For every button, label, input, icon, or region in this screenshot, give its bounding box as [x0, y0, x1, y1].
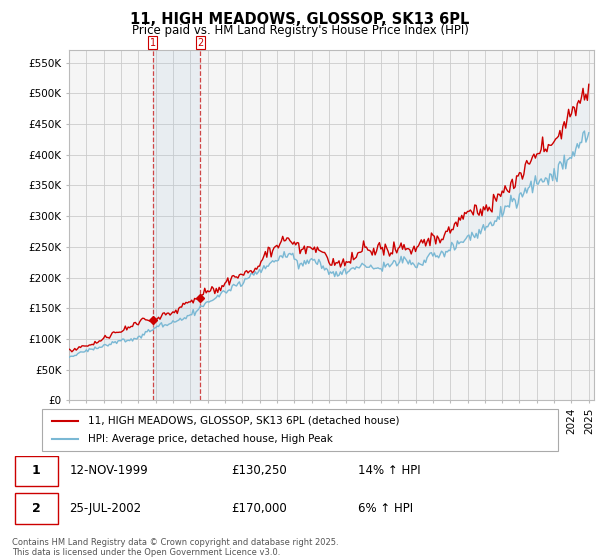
- Text: £130,250: £130,250: [231, 464, 287, 477]
- Text: £170,000: £170,000: [231, 502, 287, 515]
- Bar: [153, 50, 200, 400]
- Text: 11, HIGH MEADOWS, GLOSSOP, SK13 6PL: 11, HIGH MEADOWS, GLOSSOP, SK13 6PL: [130, 12, 470, 27]
- Text: 1: 1: [149, 38, 156, 48]
- Text: Price paid vs. HM Land Registry's House Price Index (HPI): Price paid vs. HM Land Registry's House …: [131, 24, 469, 36]
- FancyBboxPatch shape: [15, 493, 58, 524]
- FancyBboxPatch shape: [15, 456, 58, 486]
- Text: 2: 2: [197, 38, 203, 48]
- Text: HPI: Average price, detached house, High Peak: HPI: Average price, detached house, High…: [88, 434, 334, 444]
- Text: 2: 2: [32, 502, 41, 515]
- Text: 25-JUL-2002: 25-JUL-2002: [70, 502, 142, 515]
- Text: 6% ↑ HPI: 6% ↑ HPI: [358, 502, 413, 515]
- Text: 11, HIGH MEADOWS, GLOSSOP, SK13 6PL (detached house): 11, HIGH MEADOWS, GLOSSOP, SK13 6PL (det…: [88, 416, 400, 426]
- Text: 12-NOV-1999: 12-NOV-1999: [70, 464, 148, 477]
- FancyBboxPatch shape: [42, 409, 558, 451]
- Text: Contains HM Land Registry data © Crown copyright and database right 2025.
This d: Contains HM Land Registry data © Crown c…: [12, 538, 338, 557]
- Text: 14% ↑ HPI: 14% ↑ HPI: [358, 464, 420, 477]
- Text: 1: 1: [32, 464, 41, 477]
